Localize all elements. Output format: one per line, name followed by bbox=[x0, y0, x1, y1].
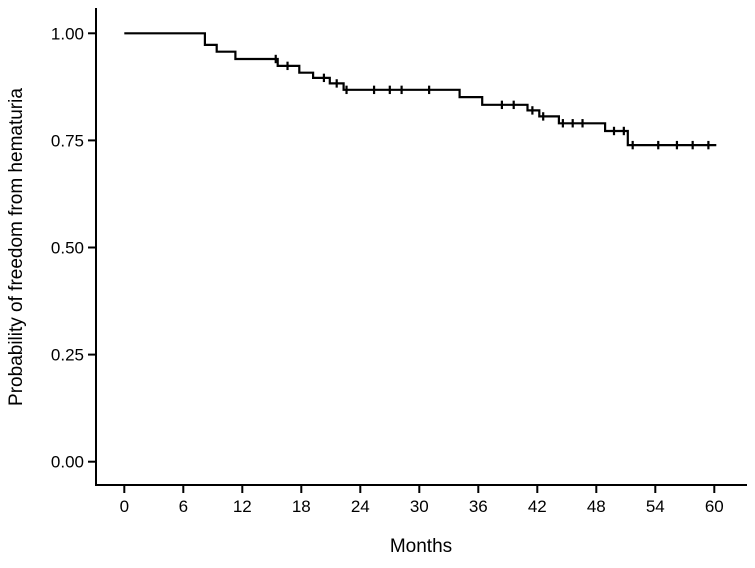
y-tick-label: 1.00 bbox=[51, 24, 84, 43]
x-tick-label: 24 bbox=[351, 497, 370, 516]
x-tick-label: 60 bbox=[705, 497, 724, 516]
x-tick-label: 36 bbox=[469, 497, 488, 516]
survival-curve bbox=[124, 32, 717, 147]
x-tick-label: 54 bbox=[646, 497, 665, 516]
y-tick-label: 0.25 bbox=[51, 346, 84, 365]
chart-plot-area: 0 6 12 18 24 30 36 42 48 54 60 1.00 0.75 0.50 0.25 0.00 bbox=[51, 8, 747, 516]
x-tick-label: 42 bbox=[528, 497, 547, 516]
x-tick-label: 6 bbox=[179, 497, 188, 516]
y-tick-label: 0.50 bbox=[51, 239, 84, 258]
y-axis-title: Probability of freedom from hematuria bbox=[6, 88, 27, 406]
x-axis-title: Months bbox=[390, 536, 452, 557]
x-tick-label: 18 bbox=[292, 497, 311, 516]
y-tick-label: 0.75 bbox=[51, 131, 84, 150]
x-tick-label: 12 bbox=[233, 497, 252, 516]
x-tick-label: 30 bbox=[410, 497, 429, 516]
x-tick-label: 48 bbox=[587, 497, 606, 516]
y-tick-label: 0.00 bbox=[51, 453, 84, 472]
x-tick-label: 0 bbox=[120, 497, 129, 516]
